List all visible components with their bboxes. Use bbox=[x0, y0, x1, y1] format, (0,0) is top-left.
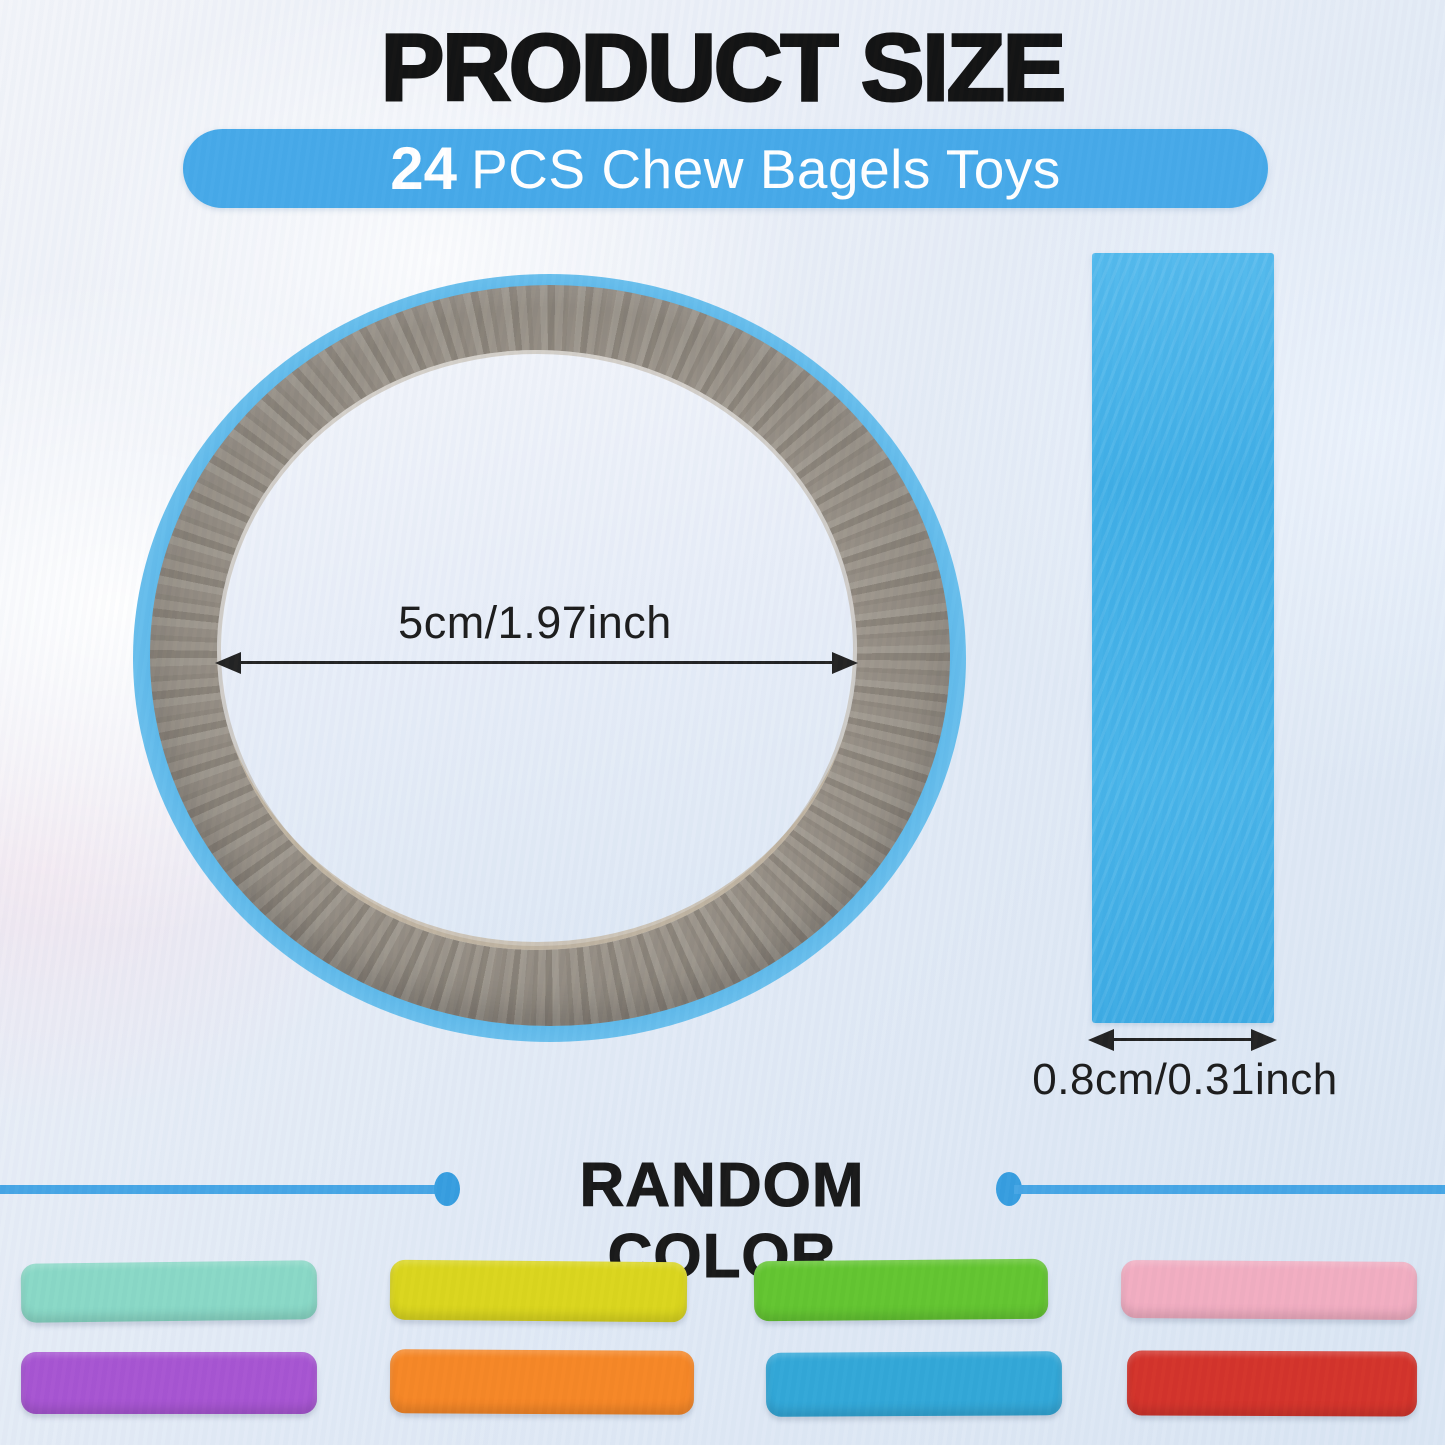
color-swatch-purple bbox=[21, 1352, 317, 1414]
color-swatch-yellow bbox=[389, 1259, 688, 1323]
banner-label: PCS Chew Bagels Toys bbox=[470, 137, 1061, 200]
color-swatch-green bbox=[753, 1258, 1049, 1322]
width-arrow-line bbox=[1095, 1038, 1271, 1041]
divider-dot-left-icon bbox=[434, 1172, 460, 1206]
color-swatch-pink bbox=[1120, 1259, 1418, 1321]
tape-roll-hole bbox=[217, 350, 857, 950]
arrow-right-head-icon bbox=[832, 652, 858, 674]
count-banner: 24 PCS Chew Bagels Toys bbox=[183, 129, 1268, 208]
color-swatch-orange bbox=[389, 1349, 695, 1415]
color-swatch-red bbox=[1126, 1350, 1418, 1417]
arrow-right-head-icon bbox=[1251, 1029, 1277, 1051]
color-swatch-blue bbox=[765, 1351, 1063, 1417]
diameter-arrow-line bbox=[222, 661, 852, 664]
arrow-left-head-icon bbox=[215, 652, 241, 674]
arrow-left-head-icon bbox=[1088, 1029, 1114, 1051]
diameter-label: 5cm/1.97inch bbox=[398, 597, 672, 648]
piece-count: 24 bbox=[390, 135, 457, 202]
color-swatch-aqua bbox=[20, 1260, 318, 1323]
page-title: PRODUCT SIZE bbox=[379, 14, 1067, 123]
tape-strip-photo bbox=[1092, 253, 1274, 1023]
strip-width-label: 0.8cm/0.31inch bbox=[1032, 1055, 1338, 1104]
divider-line-left bbox=[0, 1185, 447, 1194]
divider-line-right bbox=[1014, 1185, 1445, 1194]
